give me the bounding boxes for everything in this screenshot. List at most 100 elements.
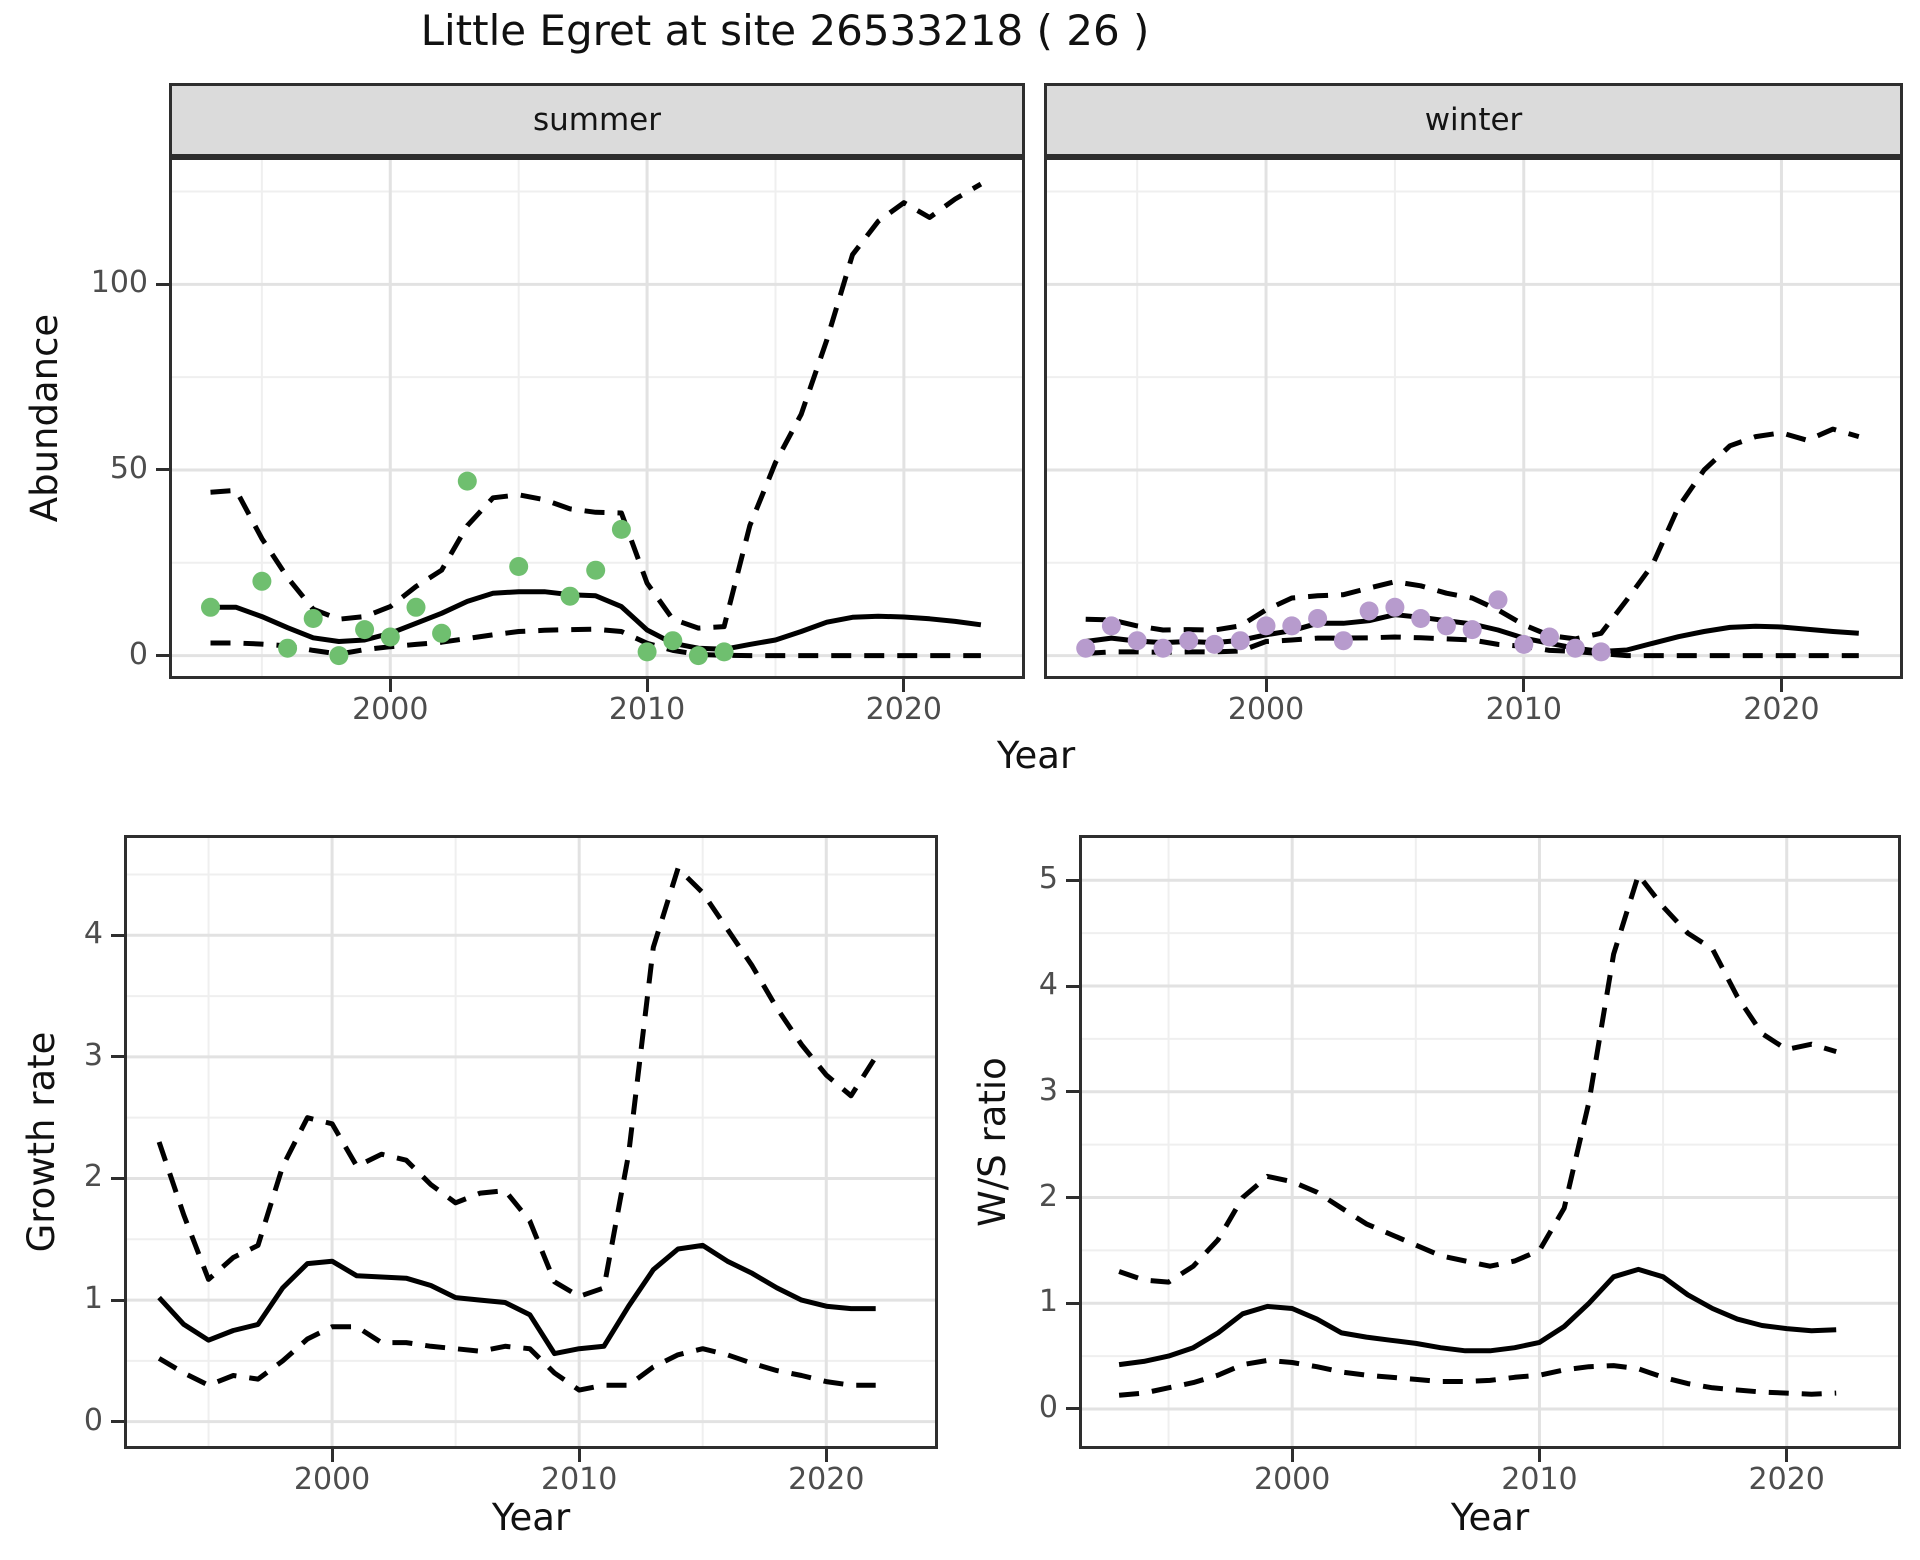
x-axis-tick xyxy=(330,1449,334,1462)
observation-point xyxy=(457,471,477,491)
x-axis-tick xyxy=(1537,1449,1541,1462)
series-mean xyxy=(157,1242,876,1357)
y-tick-label: 4 xyxy=(83,916,103,952)
y-tick-label: 2 xyxy=(1038,1178,1058,1214)
x-tick-label: 2000 xyxy=(1227,692,1305,727)
series-upper_ci xyxy=(210,181,983,631)
x-axis-tick xyxy=(388,679,392,692)
observation-point xyxy=(303,609,323,628)
x-tick-label: 2020 xyxy=(865,692,943,727)
x-tick-label: 2020 xyxy=(1748,1462,1825,1497)
facet-strip-winter-label: winter xyxy=(1424,102,1523,138)
y-tick-label: 0 xyxy=(83,1402,103,1438)
x-tick-label: 2000 xyxy=(352,692,429,727)
y-tick-label: 0 xyxy=(1038,1389,1058,1425)
panel-ws-ratio: 2000 2010 2020 0 1 2 3 4 5 xyxy=(1039,835,1901,1497)
y-tick-label: 2 xyxy=(83,1159,103,1195)
observation-point xyxy=(1205,634,1224,654)
chart-canvas-winter xyxy=(1047,160,1900,676)
y-axis-tick xyxy=(111,1420,124,1424)
observation-point xyxy=(1256,616,1276,636)
observation-point xyxy=(1282,616,1302,636)
y-axis-tick xyxy=(111,1176,124,1180)
observation-point xyxy=(1462,620,1482,640)
y-axis-title-ws-ratio: W/S ratio xyxy=(971,1057,1014,1227)
y-axis-tick xyxy=(111,1298,124,1302)
observation-point xyxy=(432,623,452,643)
y-axis-tick xyxy=(1066,878,1079,882)
plot-title: Little Egret at site 26533218 ( 26 ) xyxy=(420,6,1150,55)
series-upper_ci xyxy=(156,865,878,1299)
x-axis-title-year-bottom-right: Year xyxy=(1450,1496,1530,1539)
observation-point xyxy=(1076,638,1096,658)
observation-point xyxy=(1333,631,1353,651)
x-axis-title-year-bottom-left: Year xyxy=(491,1496,571,1539)
panel-growth-rate: 2000 2010 2020 0 1 2 3 4 xyxy=(84,835,938,1497)
observation-point xyxy=(1488,590,1508,610)
x-axis-tick xyxy=(1779,679,1783,692)
series-mean xyxy=(1118,1266,1837,1368)
observation-point xyxy=(1565,638,1585,658)
x-tick-label: 2010 xyxy=(1485,692,1562,727)
observation-point xyxy=(278,638,298,658)
facet-strip-summer-label: summer xyxy=(532,102,661,138)
observation-point xyxy=(1411,609,1431,628)
x-axis-tick xyxy=(577,1449,581,1462)
y-tick-label: 3 xyxy=(83,1037,103,1073)
observation-point xyxy=(560,586,580,606)
x-tick-label: 2020 xyxy=(788,1462,865,1497)
observation-point xyxy=(252,571,272,591)
x-axis-tick xyxy=(824,1449,828,1462)
y-tick-label: 100 xyxy=(90,265,148,301)
observation-point xyxy=(1127,631,1147,651)
y-axis-tick xyxy=(1066,1090,1079,1094)
observation-point xyxy=(1359,601,1379,621)
y-axis-tick xyxy=(1066,1196,1079,1199)
y-axis-title-abundance: Abundance xyxy=(23,313,66,523)
observation-point xyxy=(611,519,631,539)
observation-point xyxy=(714,642,734,662)
facet-strip-winter: winter xyxy=(1044,83,1903,157)
x-axis-tick xyxy=(1522,679,1526,692)
series-lower_ci xyxy=(210,626,981,659)
observation-point xyxy=(509,557,529,576)
panel-abundance-winter: 2000 2010 2020 xyxy=(1044,157,1903,727)
y-axis-title-growth-rate: Growth rate xyxy=(20,1031,63,1253)
series-lower_ci xyxy=(157,1324,876,1393)
x-tick-label: 2020 xyxy=(1743,692,1820,727)
x-tick-label: 2010 xyxy=(540,1462,618,1497)
observation-point xyxy=(380,627,400,647)
x-axis-tick xyxy=(1785,1449,1789,1462)
observation-point xyxy=(1514,634,1534,654)
y-tick-label: 1 xyxy=(1038,1284,1058,1320)
x-tick-label: 2010 xyxy=(1501,1462,1578,1497)
series-mean xyxy=(210,589,982,652)
y-axis-tick xyxy=(1066,1301,1079,1305)
y-axis-tick xyxy=(156,282,169,286)
y-tick-label: 1 xyxy=(83,1281,103,1317)
y-axis-tick xyxy=(111,933,124,937)
observation-point xyxy=(688,646,708,666)
y-tick-label: 3 xyxy=(1038,1072,1058,1108)
observation-point xyxy=(1101,616,1121,636)
observation-point xyxy=(1230,631,1250,651)
observation-point xyxy=(406,597,426,617)
observation-point xyxy=(663,631,683,651)
x-axis-tick xyxy=(1264,679,1268,692)
observation-point xyxy=(201,597,220,617)
facet-strip-summer: summer xyxy=(169,83,1025,157)
y-tick-label: 4 xyxy=(1038,967,1058,1003)
y-tick-label: 5 xyxy=(1038,861,1058,897)
chart-canvas-W/S ratio xyxy=(1082,838,1898,1446)
panel-abundance-summer: 2000 2010 2020 0 50 100 xyxy=(91,157,1025,727)
x-axis-title-year-top: Year xyxy=(996,734,1076,777)
observation-point xyxy=(1540,627,1559,647)
y-tick-label: 0 xyxy=(128,636,148,672)
observation-point xyxy=(329,646,349,666)
observation-point xyxy=(1308,609,1328,628)
y-axis-tick xyxy=(1066,1407,1079,1411)
x-tick-label: 2000 xyxy=(293,1462,371,1497)
series-upper_ci xyxy=(1085,426,1860,642)
chart-canvas-Growth rate xyxy=(127,838,935,1446)
